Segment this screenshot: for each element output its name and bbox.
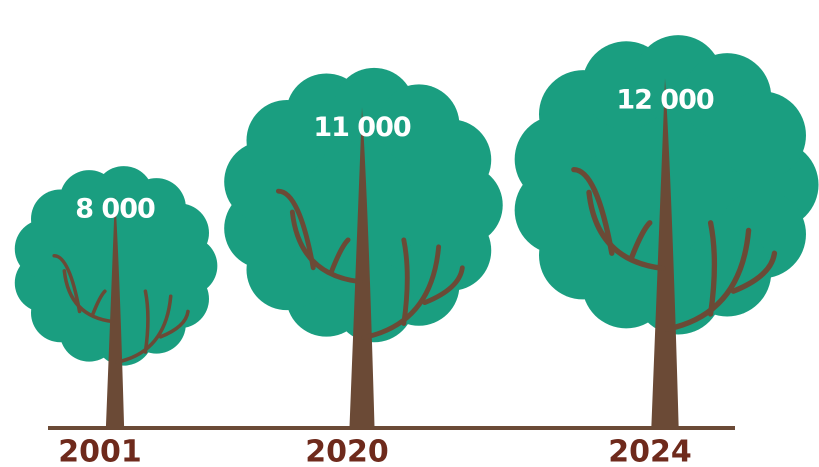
value-label: 8 000 [75, 194, 155, 225]
category-label: 2020 [305, 435, 389, 467]
crown-bump [718, 91, 806, 179]
chart: 8 000 2001 11 000 2020 12 000 2024 [0, 0, 819, 467]
value-label: 11 000 [313, 112, 411, 143]
crown-bump [410, 119, 491, 200]
category-label: 2024 [608, 435, 692, 467]
category-label: 2001 [58, 435, 142, 467]
value-label: 12 000 [616, 85, 714, 116]
crown-bump [150, 204, 209, 263]
